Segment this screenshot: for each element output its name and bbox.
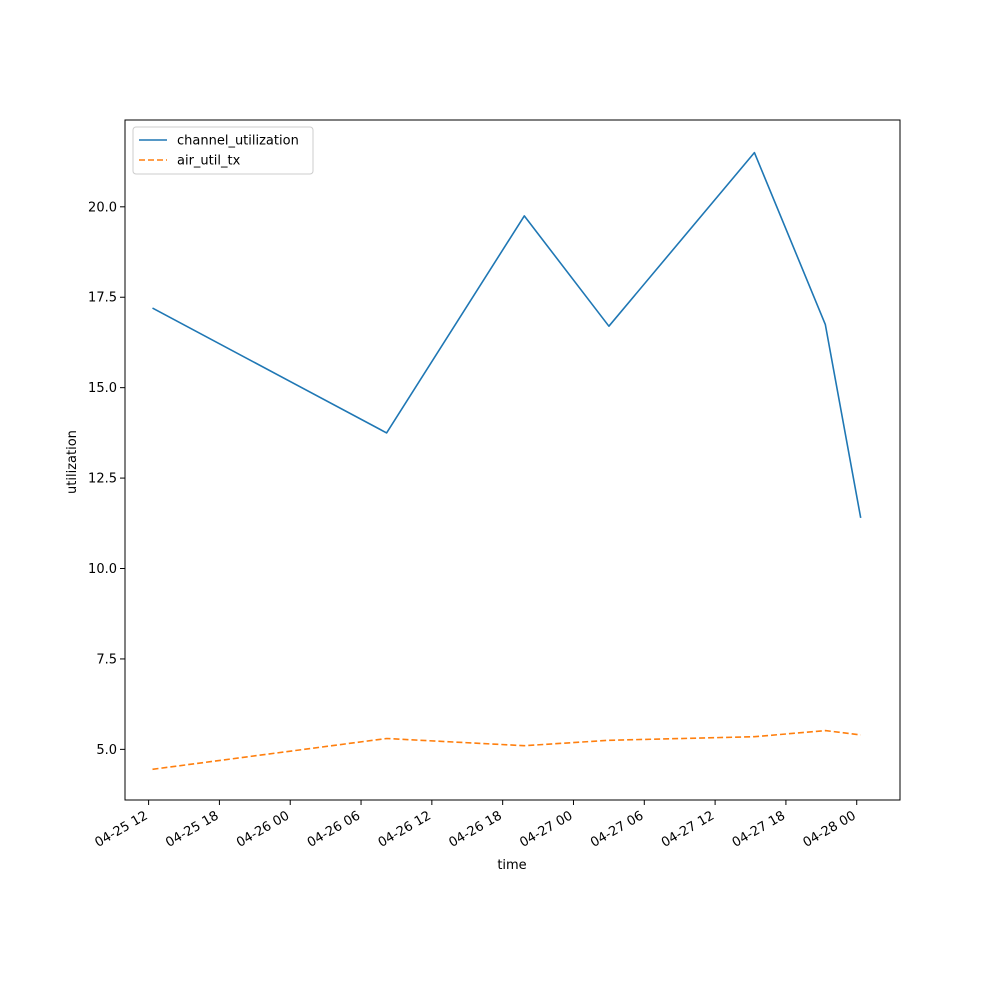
legend-label: air_util_tx [177, 154, 241, 169]
legend-label: channel_utilization [177, 134, 299, 149]
y-tick-label: 12.5 [88, 472, 117, 487]
y-tick-label: 17.5 [88, 291, 117, 306]
y-axis-ticks: 5.0 7.5 10.0 12.5 15.0 17.5 20.0 [88, 200, 125, 758]
y-axis-label: utilization [65, 430, 80, 494]
y-tick-label: 15.0 [88, 381, 117, 396]
legend-box [132, 126, 314, 175]
y-tick-label: 10.0 [88, 562, 117, 577]
y-tick-label: 5.0 [96, 743, 117, 758]
y-tick-label: 20.0 [88, 200, 117, 215]
series-line-air-util-tx [152, 729, 861, 771]
series-line-channel-utilization [152, 151, 862, 519]
legend: channel_utilization air_util_tx [132, 126, 314, 175]
y-tick-label: 7.5 [96, 652, 117, 667]
series-lines [152, 151, 862, 771]
x-axis-label: time [497, 858, 526, 873]
